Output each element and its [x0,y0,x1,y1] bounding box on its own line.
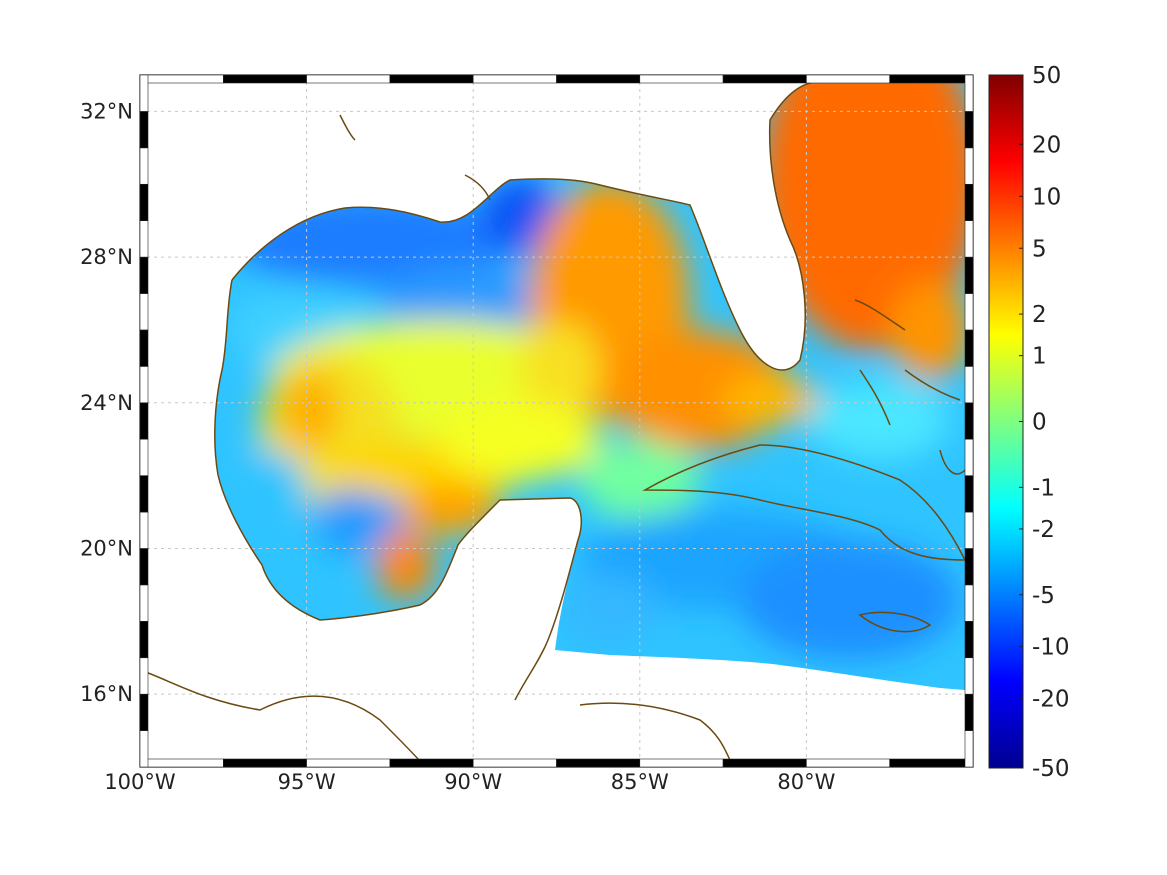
frame-segment [306,74,391,84]
frame-segment [964,293,974,331]
frame-segment [889,758,974,768]
frame-segment [139,511,149,549]
colorbar-tick-label: 0 [1032,410,1047,436]
colorbar-tick-label: -2 [1032,517,1055,543]
lon-tick-label: 95°W [278,770,336,794]
frame-segment [139,220,149,258]
frame-segment [139,147,149,185]
frame-segment [964,402,974,440]
frame-segment [139,584,149,622]
frame-segment [639,74,724,84]
frame-segment [139,293,149,331]
frame-segment [556,758,641,768]
frame-segment [964,147,974,185]
lat-tick-label: 20°N [80,536,133,560]
frame-segment [722,74,807,84]
frame-segment [389,74,474,84]
frame-segment [964,584,974,622]
colorbar-tick-label: -5 [1032,583,1055,609]
frame-segment [139,758,224,768]
coastlines [139,81,967,768]
lat-tick-label: 28°N [80,245,133,269]
frame-segment [889,74,974,84]
colorbar-tick-label: -10 [1032,635,1070,661]
frame-segment [964,693,974,731]
frame-segment [964,366,974,404]
frame-segment [139,256,149,294]
frame-segment [964,256,974,294]
map-border [139,74,974,768]
frame-segment [639,758,724,768]
frame-segment [139,74,149,112]
frame-segment [139,730,149,768]
colorbar-tick-label: -20 [1032,687,1070,713]
frame-segment [139,183,149,221]
frame-segment [964,730,974,768]
frame-segment [472,758,557,768]
lon-tick-label: 80°W [777,770,835,794]
frame-segment [139,621,149,659]
frame-segment [139,402,149,440]
lat-tick-label: 24°N [80,391,133,415]
colorbar-tick-label: 2 [1032,302,1047,328]
frame-segment [806,74,891,84]
longitude-labels: 100°W 95°W 90°W 85°W 80°W [104,770,835,794]
frame-segment [964,475,974,513]
frame-segment [964,111,974,149]
frame-segment [964,657,974,695]
graticule [140,75,973,767]
lon-tick-label: 90°W [444,770,502,794]
frame-segment [139,548,149,586]
frame-segment [139,111,149,149]
frame-segment [964,511,974,549]
frame-segment [139,693,149,731]
lat-tick-label: 32°N [80,99,133,123]
frame-segment [964,220,974,258]
frame-segment [223,74,307,84]
frame-segment [139,74,224,84]
frame-segment [139,475,149,513]
frame-segment [139,438,149,476]
lat-tick-label: 16°N [80,682,133,706]
data-field [214,82,966,690]
frame-segment [139,657,149,695]
colorbar-tick-label: 20 [1032,132,1061,158]
frame-segment [139,366,149,404]
frame-segment [556,74,641,84]
colorbar-tick-label: 10 [1032,184,1061,210]
frame-segment [964,548,974,586]
frame-segment [964,183,974,221]
frame-segment [472,74,557,84]
colorbar-tick-label: 50 [1032,63,1061,89]
frame-segment [223,758,307,768]
latitude-labels: 16°N 20°N 24°N 28°N 32°N [80,99,133,706]
colorbar-tick-label: -1 [1032,475,1055,501]
lon-tick-label: 100°W [104,770,176,794]
colorbar-tick-label: -50 [1032,756,1070,782]
frame-segment [306,758,391,768]
frame-segment [806,758,891,768]
frame-segment [139,329,149,367]
frame-segment [964,438,974,476]
colorbar-tick-label: 5 [1032,236,1047,262]
colorbar-tick-label: 1 [1032,344,1047,370]
frame-segment [964,621,974,659]
frame-segment [964,74,974,112]
lon-tick-label: 85°W [611,770,669,794]
colorbar [988,74,1024,769]
frame-segment [722,758,807,768]
frame-segment [389,758,474,768]
frame-segment [964,329,974,367]
